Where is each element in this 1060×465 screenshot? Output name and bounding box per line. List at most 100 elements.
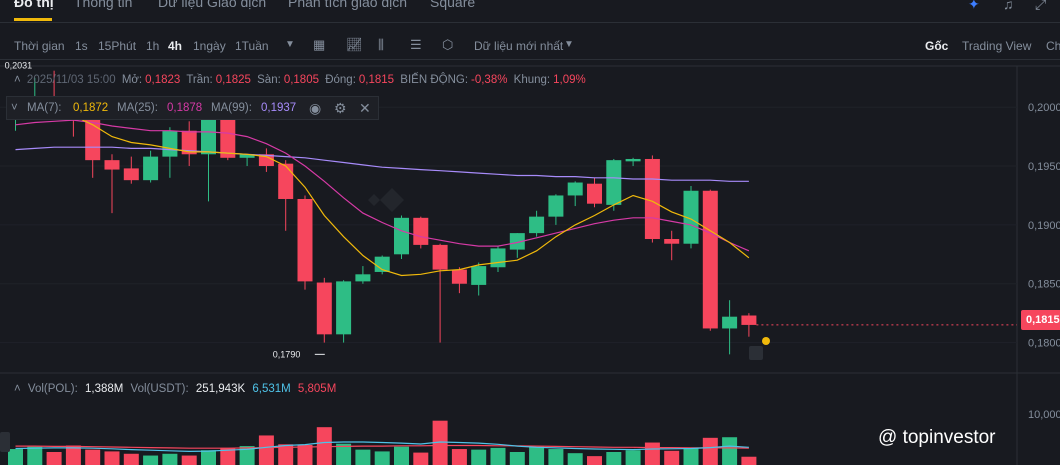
event-marker-icon bbox=[749, 346, 763, 360]
volume-bar bbox=[413, 452, 429, 465]
volume-bar bbox=[143, 455, 159, 465]
volume-bar bbox=[258, 435, 274, 465]
candle-body bbox=[509, 233, 525, 250]
volume-bar bbox=[664, 450, 680, 465]
candle-body bbox=[625, 158, 641, 162]
change-value: -0,38% bbox=[471, 74, 508, 86]
volume-bar bbox=[741, 456, 757, 465]
ohlc-info: ˄ 2025/11/03 15:00 Mở: 0,1823 Trần: 0,1825… bbox=[0, 74, 589, 90]
candle-body bbox=[374, 256, 390, 272]
ma99-label: MA(99): bbox=[211, 102, 252, 114]
volume-bar bbox=[123, 453, 139, 465]
y-tick-label: 0,2000 bbox=[1028, 102, 1060, 114]
volume-bar bbox=[181, 455, 197, 465]
volume-bar bbox=[471, 449, 487, 465]
volume-y-tick: 10,000 bbox=[1028, 409, 1060, 421]
view-original[interactable]: Gốc bbox=[925, 39, 949, 53]
binance-logo-watermark bbox=[368, 188, 404, 212]
volume-bar bbox=[27, 446, 43, 465]
view-tradingview[interactable]: Trading View bbox=[962, 39, 1032, 53]
candle-body bbox=[451, 269, 467, 284]
interval-1h[interactable]: 1h bbox=[146, 39, 160, 53]
close-icon[interactable]: ✕ bbox=[359, 100, 371, 116]
vol-ma2-value: 5,805M bbox=[297, 383, 337, 395]
range-label: Khung: bbox=[513, 74, 551, 86]
volume-bar bbox=[683, 447, 699, 465]
close-value: 0,1815 bbox=[358, 74, 395, 86]
interval-4h[interactable]: 4h bbox=[168, 39, 183, 53]
ma-collapse-icon[interactable]: ˅ bbox=[11, 102, 18, 114]
indicator-icon[interactable]: 📈︎ bbox=[346, 37, 363, 52]
candle-body bbox=[471, 266, 487, 285]
interval-1s[interactable]: 1s bbox=[75, 39, 88, 53]
candle-body bbox=[587, 183, 602, 204]
candle-body bbox=[201, 117, 216, 155]
ma25-value: 0,1878 bbox=[167, 102, 203, 114]
calendar-icon[interactable]: ▦ bbox=[313, 37, 326, 52]
collapse-icon[interactable]: ˄ bbox=[14, 74, 21, 86]
volume-bar bbox=[722, 437, 738, 465]
volume-bar bbox=[394, 446, 409, 465]
top-nav: Đồ thị Thông tin Dữ liệu Giao dịch Phân … bbox=[0, 0, 1060, 23]
interval-1w[interactable]: 1Tuần bbox=[235, 39, 269, 53]
close-label: Đóng: bbox=[325, 74, 356, 86]
candle-body bbox=[490, 248, 506, 268]
data-chevron-down-icon[interactable]: ▼ bbox=[564, 39, 574, 50]
tab-trading-data[interactable]: Dữ liệu Giao dịch bbox=[158, 0, 267, 10]
volume-bar bbox=[529, 446, 545, 465]
ma25-label: MA(25): bbox=[117, 102, 158, 114]
candle-body bbox=[316, 282, 332, 335]
candle-type-icon[interactable]: ⫼ bbox=[378, 37, 384, 52]
expand-icon[interactable]: ⤢ bbox=[1035, 0, 1047, 12]
tab-square[interactable]: Square bbox=[430, 0, 476, 10]
volume-bar bbox=[278, 444, 294, 465]
volume-bar bbox=[201, 450, 216, 465]
tab-info[interactable]: Thông tin bbox=[74, 0, 133, 10]
view-more[interactable]: Ch bbox=[1046, 39, 1060, 53]
candle-body bbox=[143, 156, 159, 181]
interval-1d[interactable]: 1ngày bbox=[193, 39, 226, 53]
settings-icon[interactable]: ⚙ bbox=[334, 100, 347, 116]
candle-body bbox=[432, 244, 448, 270]
candle-body bbox=[220, 117, 236, 158]
low-label: Sàn: bbox=[257, 74, 281, 86]
chevron-down-icon[interactable]: ▼ bbox=[285, 39, 295, 50]
volume-bar bbox=[162, 453, 178, 465]
volume-bar bbox=[644, 442, 660, 465]
vol-label: Vol(POL): bbox=[27, 383, 78, 395]
hexagon-icon[interactable]: ⬡ bbox=[442, 37, 454, 52]
volume-collapse-icon[interactable]: ˄ bbox=[14, 383, 21, 395]
volume-bar bbox=[548, 449, 564, 465]
vol-usdt-value: 251,943K bbox=[195, 383, 246, 395]
data-source-label[interactable]: Dữ liệu mới nhất bbox=[474, 39, 564, 53]
ma7-value: 0,1872 bbox=[73, 102, 109, 114]
volume-bar bbox=[104, 451, 120, 465]
candle-body bbox=[297, 198, 313, 282]
tab-chart[interactable]: Đồ thị bbox=[14, 0, 54, 10]
vol-value: 1,388M bbox=[84, 383, 124, 395]
tab-trading-analysis[interactable]: Phân tích giao dịch bbox=[288, 0, 408, 10]
interval-15m[interactable]: 15Phút bbox=[98, 39, 137, 53]
y-tick-label: 0,1850 bbox=[1028, 279, 1060, 291]
ohlc-date: 2025/11/03 15:00 bbox=[26, 74, 116, 86]
volume-bar bbox=[374, 451, 390, 465]
volume-bar bbox=[46, 452, 62, 465]
vol-ma1-value: 6,531M bbox=[252, 383, 291, 395]
high-label: Trần: bbox=[186, 74, 213, 86]
ai-sparkle-icon[interactable]: ✦ bbox=[968, 0, 980, 12]
candle-body bbox=[278, 163, 294, 199]
ma-legend: ˅ MA(7): 0,1872 MA(25): 0,1878 MA(99): 0… bbox=[6, 96, 379, 120]
bell-icon[interactable]: ♫ bbox=[1003, 0, 1014, 12]
volume-bar bbox=[702, 437, 718, 465]
ma99-line bbox=[15, 146, 749, 182]
volume-bar bbox=[85, 449, 101, 465]
candle-body bbox=[181, 130, 197, 155]
change-label: BIẾN ĐỘNG: bbox=[400, 74, 469, 86]
volume-ma-red-line bbox=[15, 444, 749, 449]
high-annotation: 0,2031 bbox=[5, 61, 33, 71]
candle-body bbox=[683, 190, 699, 244]
candle-body bbox=[529, 216, 545, 234]
eye-icon[interactable]: ◉ bbox=[309, 100, 322, 116]
settings-icon[interactable]: ☰ bbox=[410, 37, 422, 52]
